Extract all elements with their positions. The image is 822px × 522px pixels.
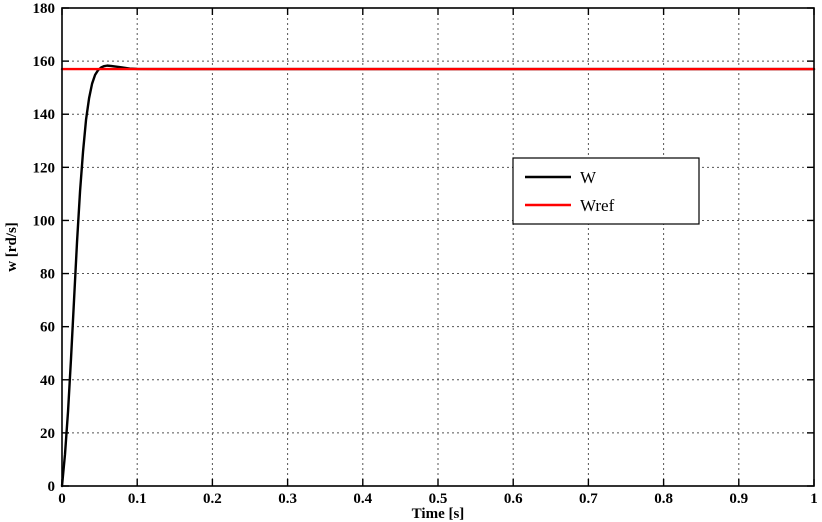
legend-label-w: W [580, 168, 597, 187]
legend: W Wref [512, 157, 700, 225]
y-tick-label: 160 [33, 54, 56, 70]
x-tick-label: 0.9 [729, 491, 748, 507]
y-tick-label: 80 [40, 267, 55, 283]
y-tick-label: 20 [40, 426, 55, 442]
y-tick-label: 180 [33, 1, 56, 17]
x-tick-label: 0.6 [504, 491, 523, 507]
axis-ticks [61, 7, 815, 487]
x-tick-label: 0.1 [128, 491, 147, 507]
legend-box [512, 157, 700, 225]
grid-lines [62, 8, 814, 486]
series-lines [60, 64, 816, 488]
x-tick-label: 0.7 [579, 491, 598, 507]
x-tick-label: 0.4 [353, 491, 372, 507]
tick-labels: 0 0.1 0.2 0.3 0.4 0.5 0.6 0.7 0.8 0.9 1 0 20 40 60 80 10… [33, 1, 818, 507]
x-tick-label: 0.3 [278, 491, 297, 507]
legend-label-wref: Wref [580, 196, 615, 215]
x-tick-label: 0 [58, 491, 66, 507]
y-tick-label: 100 [33, 213, 56, 229]
y-tick-label: 120 [33, 160, 56, 176]
y-tick-label: 140 [33, 107, 56, 123]
y-tick-label: 40 [40, 373, 55, 389]
x-axis-label: Time [s] [412, 506, 465, 522]
x-tick-label: 1 [810, 491, 818, 507]
y-tick-label: 60 [40, 320, 55, 336]
y-tick-label: 0 [48, 479, 56, 495]
x-tick-label: 0.5 [429, 491, 448, 507]
x-tick-label: 0.8 [654, 491, 673, 507]
x-tick-label: 0.2 [203, 491, 222, 507]
y-axis-label: w [rd/s] [4, 222, 20, 272]
